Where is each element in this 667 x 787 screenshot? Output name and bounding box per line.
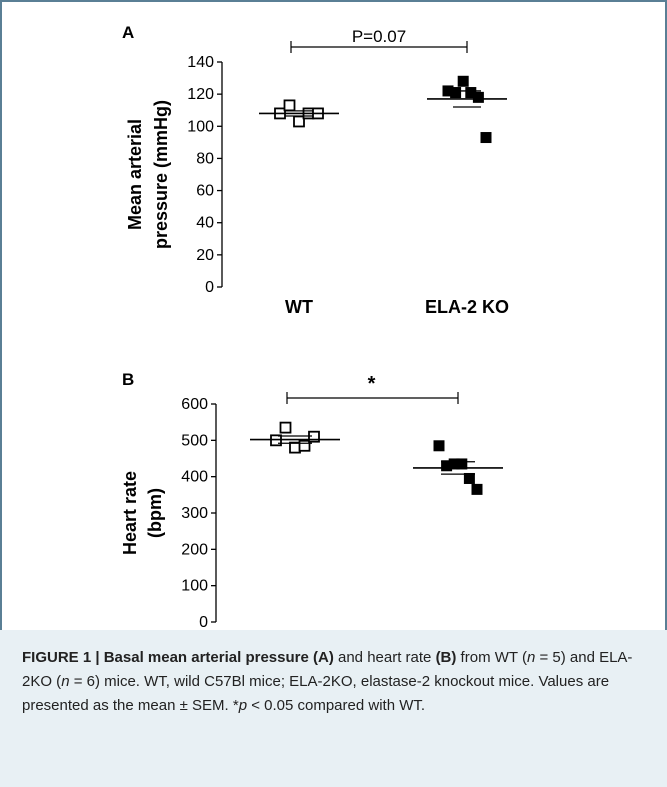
y-tick-label: 40 [196, 215, 214, 232]
y-tick-label: 600 [181, 396, 208, 413]
data-point [289, 441, 301, 454]
data-point [471, 483, 483, 495]
y-tick-label: 300 [181, 505, 208, 522]
panel-letter-a: A [122, 23, 134, 42]
caption-from-text: from WT ( [456, 649, 527, 666]
y-tick-label: 400 [181, 469, 208, 486]
data-point [456, 458, 468, 470]
data-point [433, 440, 445, 452]
y-tick-label: 200 [181, 541, 208, 558]
x-category-label: ELA-2 KO [425, 297, 509, 317]
caption-ko-n: = 6) mice. WT, wild C57Bl mice; ELA-2KO,… [22, 673, 610, 714]
significance-label: P=0.07 [352, 27, 406, 46]
y-axis-label-line: Heart rate [120, 471, 140, 555]
caption-and-text: and heart rate [333, 649, 436, 666]
caption-panel-b: (B) [435, 649, 457, 666]
caption-background [0, 630, 667, 787]
y-tick-label: 60 [196, 183, 214, 200]
y-tick-label: 100 [181, 578, 208, 595]
data-point [308, 430, 320, 443]
figure-charts: A 0 20 40 60 80 100 120 140 Mean arterial pressure… [120, 23, 509, 630]
caption-n-symbol-wt: n [526, 649, 536, 666]
x-category-label: WT [285, 297, 313, 317]
y-tick-label: 100 [187, 118, 214, 135]
data-point [450, 87, 462, 99]
y-tick-label: 0 [199, 614, 208, 630]
panel-a-chart: A 0 20 40 60 80 100 120 140 Mean arterial pressure… [122, 23, 509, 317]
y-axis-label-line: (bpm) [145, 488, 165, 538]
y-axis-label-line: pressure (mmHg) [151, 100, 171, 249]
data-point [293, 115, 305, 128]
caption-figure-label: FIGURE 1 | Basal mean arterial pressure [22, 649, 313, 666]
data-point [279, 421, 292, 434]
data-point [480, 132, 492, 144]
data-point [463, 472, 475, 484]
caption-n-symbol-ko: n [61, 673, 70, 690]
data-point [472, 91, 484, 103]
data-point [298, 439, 311, 452]
caption-p-symbol: p [238, 697, 248, 714]
caption-p-text: < 0.05 compared with WT. [247, 697, 426, 714]
figure-caption: FIGURE 1 | Basal mean arterial pressure … [22, 646, 650, 718]
y-tick-label: 20 [196, 247, 214, 264]
y-axis-label-line: Mean arterial [125, 119, 145, 230]
y-tick-label: 0 [205, 279, 214, 296]
panel-letter-b: B [122, 370, 134, 389]
caption-panel-a: (A) [313, 649, 334, 666]
y-tick-label: 120 [187, 86, 214, 103]
y-tick-label: 80 [196, 150, 214, 167]
significance-label: * [368, 373, 376, 395]
y-tick-label: 140 [187, 54, 214, 71]
caption-wt-n: = 5) and ELA-2KO ( [22, 649, 633, 690]
y-tick-label: 500 [181, 432, 208, 449]
data-point [283, 99, 296, 112]
data-point [457, 75, 469, 87]
